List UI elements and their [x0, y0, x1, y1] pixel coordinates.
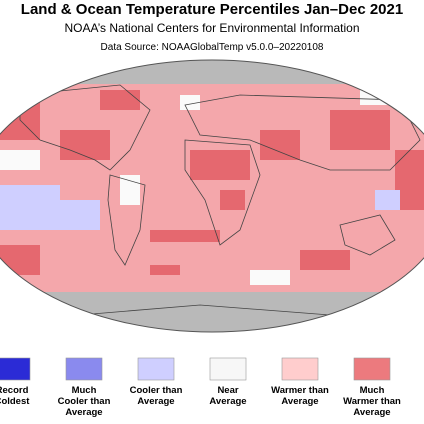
- legend-swatch: [0, 357, 31, 381]
- legend-label: Cooler than: [130, 385, 183, 396]
- legend-label: Warmer than: [343, 396, 401, 407]
- legend-label: Average: [281, 396, 318, 407]
- legend-label: Coldest: [0, 396, 30, 407]
- legend-label: Average: [65, 407, 102, 418]
- legend-label: Cooler than: [58, 396, 111, 407]
- legend-label: Much: [360, 385, 385, 396]
- title: Land & Ocean Temperature Percentiles Jan…: [21, 1, 403, 18]
- world-map: [0, 60, 424, 332]
- legend-swatch: [209, 357, 247, 381]
- map-border: [0, 59, 424, 333]
- source: Data Source: NOAAGlobalTemp v5.0.0–20220…: [101, 42, 324, 53]
- legend-label: Near: [217, 385, 238, 396]
- subtitle: NOAA’s National Centers for Environmenta…: [64, 21, 359, 35]
- legend: RecordColdestMuchCooler thanAverageCoole…: [0, 357, 401, 418]
- legend-swatch: [137, 357, 175, 381]
- legend-label: Warmer than: [271, 385, 329, 396]
- legend-swatch: [281, 357, 319, 381]
- legend-swatch: [353, 357, 391, 381]
- legend-label: Much: [72, 385, 97, 396]
- legend-label: Average: [353, 407, 390, 418]
- legend-label: Average: [137, 396, 174, 407]
- legend-label: Average: [209, 396, 246, 407]
- legend-label: Record: [0, 385, 29, 396]
- legend-swatch: [65, 357, 103, 381]
